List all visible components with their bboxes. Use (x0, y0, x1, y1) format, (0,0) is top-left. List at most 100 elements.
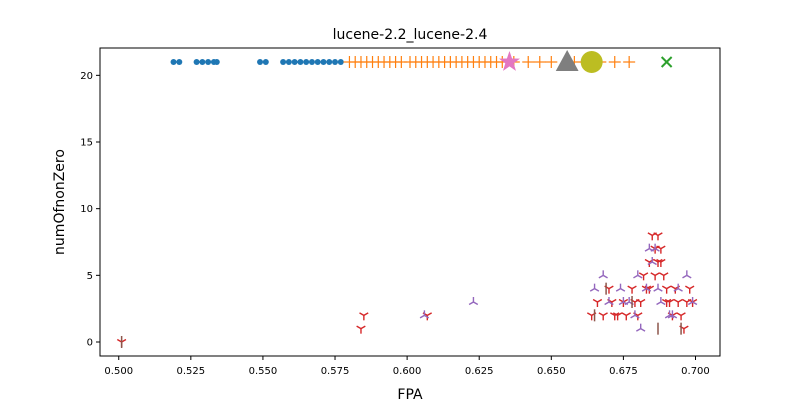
x-tick-label: 0.650 (537, 366, 566, 377)
data-point-tri-up (419, 310, 430, 319)
data-point-tri-down (638, 272, 649, 281)
data-point-circle (320, 59, 327, 65)
data-point-tri-down (682, 298, 692, 307)
data-point-circle (170, 59, 177, 65)
data-point-tri-down (610, 312, 620, 321)
data-point-tri-up (647, 257, 657, 266)
data-point-tri-up (641, 283, 652, 292)
x-tick-label: 0.525 (177, 366, 206, 377)
data-point-tri-down (650, 272, 660, 281)
x-tick-label: 0.600 (393, 366, 422, 377)
data-point-tri-down (644, 258, 655, 267)
data-point-tri-up (604, 297, 614, 306)
data-point-tri-up (682, 270, 692, 279)
data-point-circle (262, 59, 269, 65)
data-point-circle (199, 59, 206, 65)
data-point-tri-up (673, 283, 683, 292)
data-point-tri-down (621, 312, 631, 321)
data-point-tri-up (618, 297, 629, 306)
data-point-tri-down (653, 258, 663, 267)
data-point-plus (522, 56, 535, 68)
data-point-tri-down (635, 298, 646, 307)
x-axis: 0.500 0.525 0.550 0.575 0.600 0.625 0.650 0.675… (104, 356, 710, 377)
data-point-tri-down (422, 312, 433, 321)
data-point-tri-up (667, 310, 678, 319)
data-point-tri-down (676, 312, 686, 321)
data-point-circle (176, 59, 183, 65)
data-point-tri-down (592, 298, 603, 307)
data-point-tri-up (650, 243, 660, 252)
data-point-tri-down (633, 312, 643, 321)
x-tick-label: 0.700 (681, 366, 710, 377)
data-point-tri-up (644, 243, 655, 252)
data-point-tri-up (615, 283, 626, 292)
data-point-tri-up (687, 297, 698, 306)
y-tick-label: 15 (80, 138, 93, 149)
x-tick-label: 0.625 (465, 366, 494, 377)
data-point-tri-down (647, 232, 657, 241)
data-point-tri-up (468, 297, 479, 306)
y-tick-label: 10 (80, 204, 93, 215)
data-point-circle (280, 59, 287, 65)
x-tick-label: 0.550 (249, 366, 278, 377)
x-tick-label: 0.575 (321, 366, 350, 377)
data-point-star (499, 51, 520, 71)
x-axis-label: FPA (397, 387, 423, 400)
data-point-circle (337, 59, 344, 65)
data-point-circle (291, 59, 298, 65)
y-tick-label: 20 (80, 71, 93, 82)
data-point-tri-down (598, 312, 608, 321)
chart-marks (116, 50, 698, 348)
data-point-tri-up (630, 310, 640, 319)
plot-frame (99, 47, 721, 357)
data-point-tri-up (635, 323, 646, 332)
x-tick-label: 0.675 (609, 366, 638, 377)
data-point-tri-down (359, 312, 369, 321)
data-point-plus (608, 56, 621, 68)
data-point-tri-down (670, 285, 681, 294)
y-tick-label: 0 (87, 338, 93, 349)
data-point-tri-down (656, 245, 666, 254)
y-tick-label: 5 (87, 271, 93, 282)
x-tick-label: 0.500 (104, 366, 133, 377)
data-point-tri-up (598, 270, 608, 279)
data-point-circle (308, 59, 315, 65)
data-point-tri-down (667, 312, 678, 321)
data-point-circle (285, 59, 292, 65)
data-point-tri-down (641, 285, 652, 294)
data-point-triangle (555, 50, 579, 71)
data-point-tri-down (685, 285, 695, 294)
data-point-x (660, 56, 673, 68)
data-point-tri-down (618, 298, 629, 307)
data-point-tri-down (661, 298, 672, 307)
data-point-tri-up (589, 283, 600, 292)
data-point-tri-up (656, 297, 666, 306)
data-point-circle (314, 59, 321, 65)
data-point-circle (205, 59, 212, 65)
data-point-tri-down (659, 272, 669, 281)
data-point-tri-down (656, 258, 666, 267)
data-point-plus (623, 56, 636, 68)
data-point-tri-up (664, 310, 675, 319)
data-point-circle (332, 59, 339, 65)
data-point-tri-down (612, 312, 623, 321)
data-point-tri-up (633, 270, 643, 279)
data-point-tri-down (650, 245, 660, 254)
y-axis: 0 5 10 15 20 (80, 71, 100, 349)
data-point-tri-down (607, 298, 617, 307)
data-point-plus (545, 56, 558, 68)
data-point-circle (326, 59, 333, 65)
y-axis-label: numOfnonZero (52, 149, 68, 255)
chart-title: lucene-2.2_lucene-2.4 (333, 27, 488, 43)
data-point-tri-down (664, 298, 675, 307)
data-point-tri-down (653, 232, 663, 241)
data-point-tri-down (673, 298, 683, 307)
data-point-circle (257, 59, 264, 65)
data-point-big-circle (580, 51, 603, 73)
data-point-tri-down (644, 285, 655, 294)
data-point-tri-down (356, 325, 366, 334)
data-point-circle (303, 59, 310, 65)
data-point-plus (533, 56, 546, 68)
